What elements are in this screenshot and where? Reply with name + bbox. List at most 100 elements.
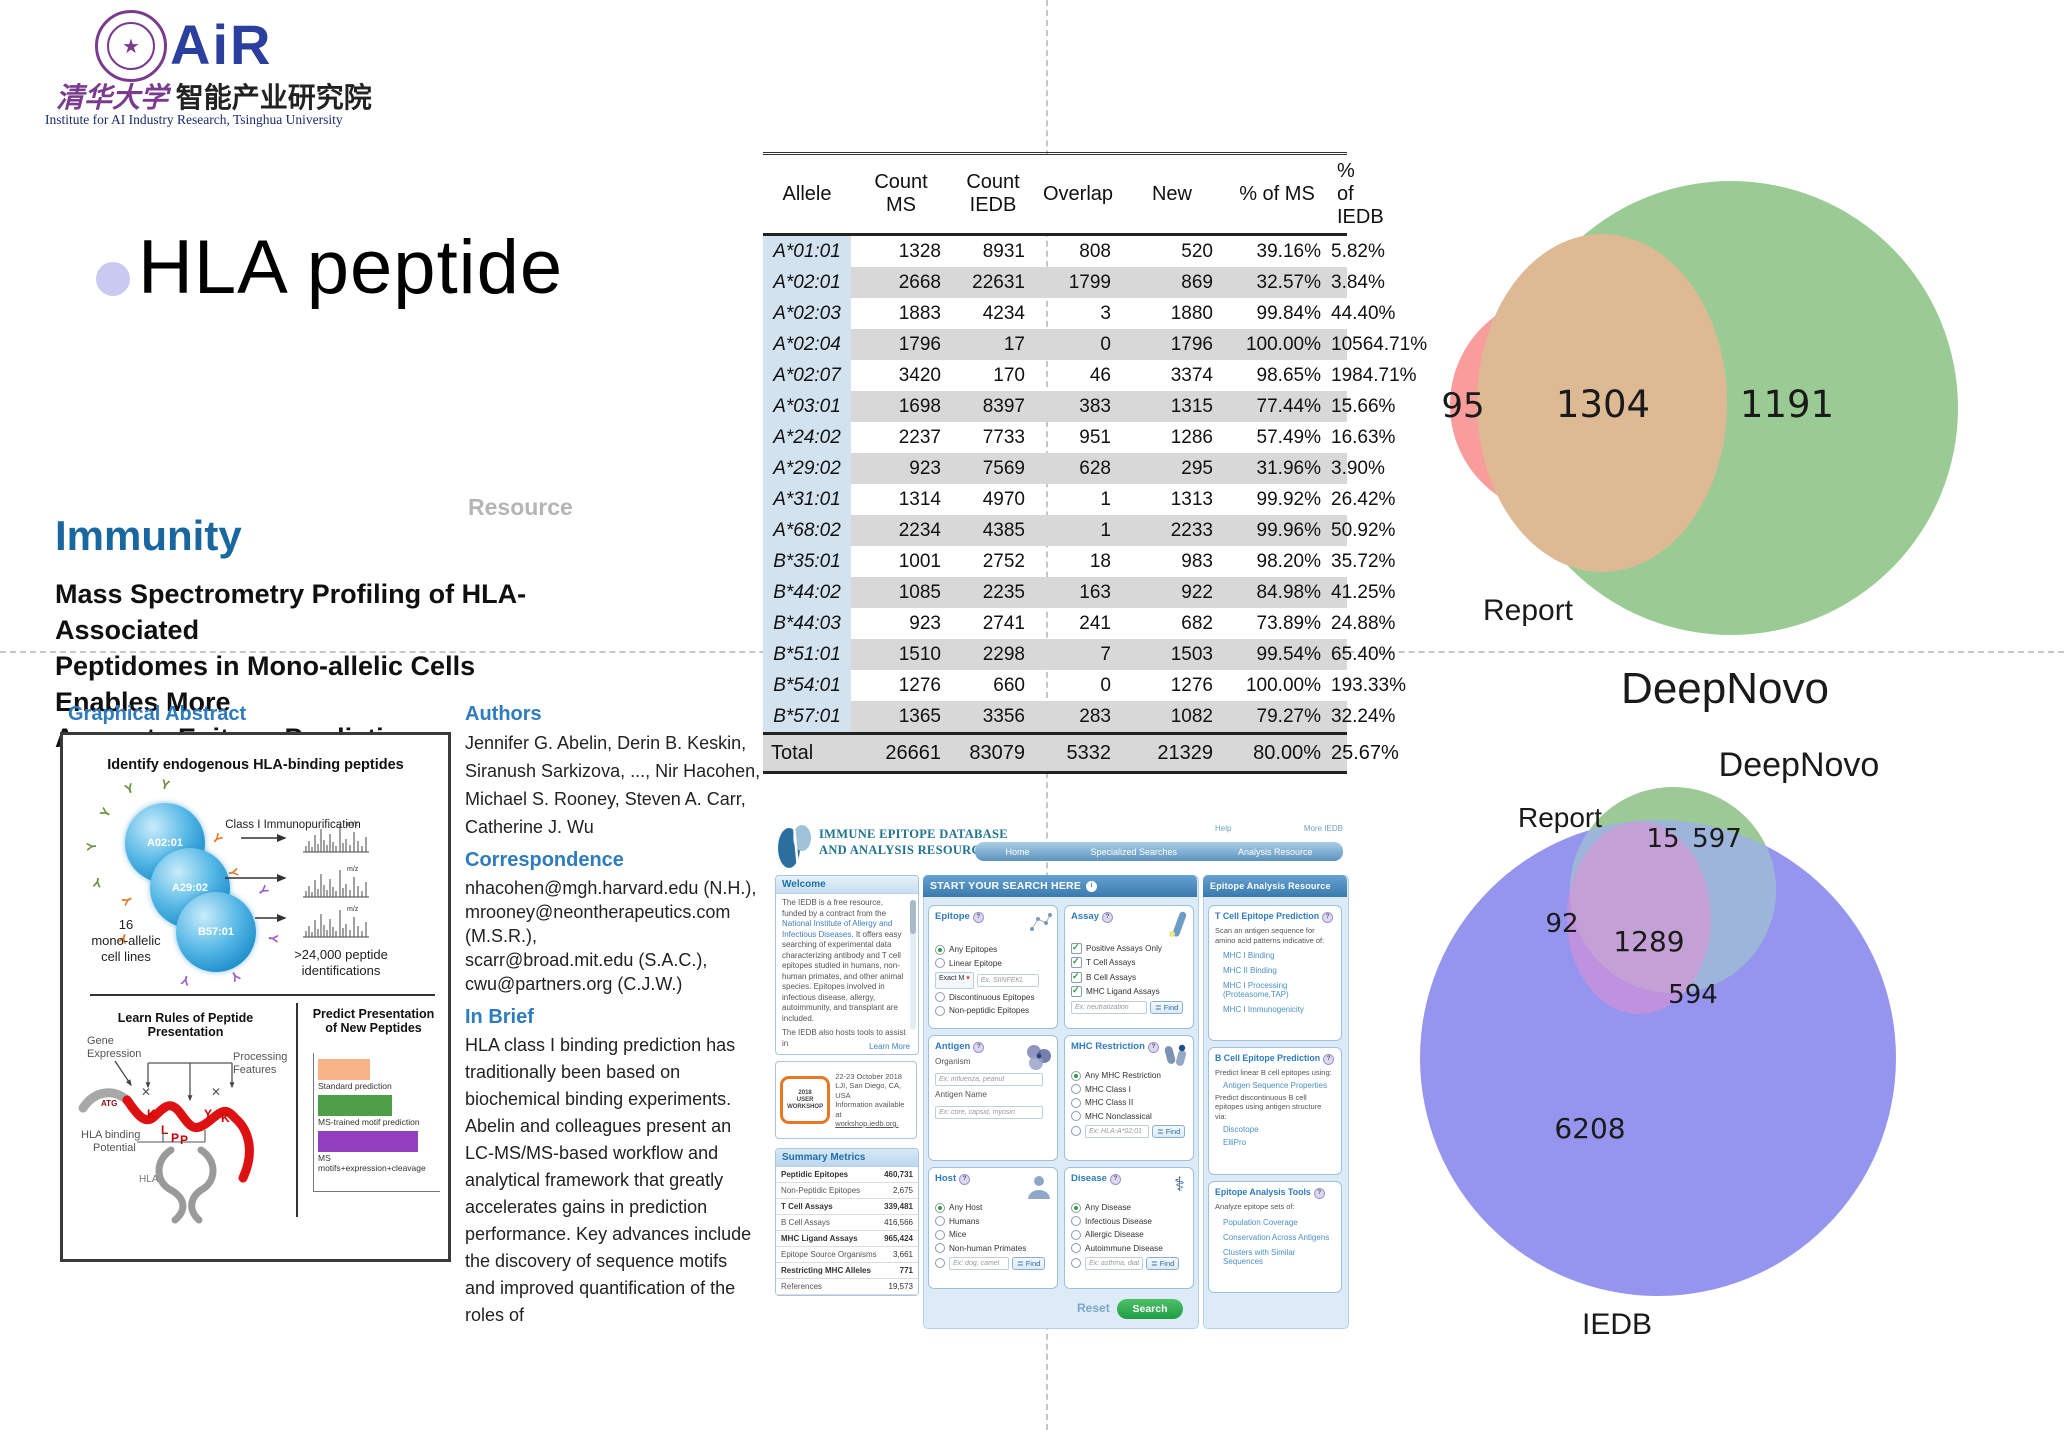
search-button[interactable]: Search: [1117, 1299, 1183, 1319]
radio-icon[interactable]: [935, 1229, 945, 1240]
radio-option[interactable]: MHC Nonclassical: [1071, 1111, 1187, 1121]
radio-option[interactable]: Non-human Primates: [935, 1243, 1051, 1253]
analysis-link[interactable]: Population Coverage: [1223, 1217, 1298, 1227]
tcell-prediction-panel: T Cell Epitope Prediction? Scan an antig…: [1208, 905, 1342, 1041]
info-icon[interactable]: ?: [1322, 912, 1334, 923]
learn-more-link[interactable]: Learn More: [869, 1042, 910, 1051]
analysis-link[interactable]: MHC I Immunogenicity: [1223, 1005, 1304, 1014]
info-icon[interactable]: ?: [1323, 1054, 1335, 1065]
radio-icon[interactable]: [935, 992, 945, 1002]
radio-icon[interactable]: [935, 1216, 945, 1226]
analysis-link[interactable]: Clusters with Similar Sequences: [1223, 1247, 1296, 1266]
radio-icon[interactable]: [935, 1243, 945, 1253]
radio-option[interactable]: Non-peptidic Epitopes: [935, 1005, 1051, 1016]
checkbox-option[interactable]: Positive Assays Only: [1071, 942, 1187, 954]
checkbox-option[interactable]: MHC Ligand Assays: [1071, 985, 1187, 997]
nav-tab[interactable]: Home: [1005, 846, 1030, 857]
iedb-label: IEDB: [1582, 1308, 1652, 1341]
metric-label: Non-Peptidic Epitopes: [781, 1186, 861, 1195]
antigen-name-input[interactable]: [935, 1106, 1043, 1119]
checkbox-icon[interactable]: [1071, 985, 1082, 997]
assay-input[interactable]: [1071, 1000, 1147, 1014]
scrollbar-thumb[interactable]: [910, 900, 916, 934]
radio-icon[interactable]: [935, 1005, 945, 1016]
antibody-icon: Y: [122, 779, 136, 798]
radio-option[interactable]: Any Host: [935, 1202, 1051, 1213]
nav-tab[interactable]: Analysis Resource: [1237, 846, 1313, 857]
reset-button[interactable]: Reset: [1077, 1301, 1110, 1315]
radio-icon[interactable]: [1071, 1084, 1081, 1094]
radio-option[interactable]: MHC Class I: [1071, 1084, 1187, 1094]
table-row: B*44:02 1085 2235 163 922 84.98% 41.25%: [763, 577, 1396, 608]
info-icon[interactable]: ?: [1109, 1174, 1121, 1185]
radio-option[interactable]: Mice: [935, 1229, 1051, 1240]
radio-icon[interactable]: [1071, 1070, 1081, 1081]
checkbox-option[interactable]: T Cell Assays: [1071, 956, 1187, 968]
mhc-allele-input[interactable]: [1085, 1124, 1149, 1138]
radio-icon[interactable]: [1071, 1097, 1081, 1108]
workshop-link[interactable]: workshop.iedb.org.: [835, 1119, 899, 1128]
checkbox-icon[interactable]: [1071, 942, 1082, 954]
radio-option[interactable]: MHC Class II: [1071, 1097, 1187, 1108]
assay-find-button[interactable]: ≣ Find: [1150, 1000, 1184, 1014]
info-icon[interactable]: i: [1086, 880, 1098, 892]
radio-icon[interactable]: [1071, 1243, 1081, 1253]
radio-option[interactable]: Infectious Disease: [1071, 1216, 1187, 1226]
allele-cell: B*35:01: [763, 546, 851, 577]
radio-icon[interactable]: [935, 958, 945, 968]
epitope-sequence-input[interactable]: [976, 973, 1039, 987]
checkbox-icon[interactable]: [1071, 971, 1082, 983]
top-link[interactable]: More IEDB: [1303, 824, 1343, 833]
radio-icon[interactable]: [935, 1202, 945, 1213]
analysis-link[interactable]: Discotope: [1223, 1125, 1259, 1134]
radio-icon[interactable]: [935, 944, 945, 955]
info-icon[interactable]: ?: [973, 1042, 985, 1053]
radio-icon[interactable]: [1071, 1229, 1081, 1240]
radio-icon[interactable]: [1071, 1111, 1081, 1121]
analysis-link[interactable]: ElliPro: [1223, 1138, 1247, 1147]
radio-option[interactable]: Autoimmune Disease: [1071, 1243, 1187, 1253]
radio-icon[interactable]: [1071, 1216, 1081, 1226]
count-ms-cell: 2234: [898, 519, 941, 541]
checkbox-icon[interactable]: [1071, 956, 1082, 968]
analysis-link[interactable]: MHC I Binding: [1223, 951, 1275, 960]
radio-icon[interactable]: [1071, 1126, 1081, 1136]
disease-find-button[interactable]: ≣ Find: [1146, 1256, 1180, 1270]
host-find-button[interactable]: ≣ Find: [1012, 1256, 1046, 1270]
checkbox-option[interactable]: B Cell Assays: [1071, 971, 1187, 983]
scrollbar[interactable]: [910, 900, 916, 1030]
mhc-find-button[interactable]: ≣ Find: [1152, 1124, 1186, 1138]
radio-option[interactable]: Linear Epitope: [935, 958, 1051, 968]
disease-input[interactable]: [1085, 1256, 1143, 1270]
organism-input[interactable]: [935, 1073, 1043, 1086]
info-icon[interactable]: ?: [959, 1174, 971, 1185]
metric-value: 460,731: [884, 1170, 913, 1179]
analysis-link[interactable]: MHC I Processing (Proteasome,TAP): [1223, 981, 1289, 999]
radio-option[interactable]: Any MHC Restriction: [1071, 1070, 1187, 1081]
analysis-link[interactable]: Antigen Sequence Properties: [1223, 1080, 1328, 1090]
radio-icon[interactable]: [1071, 1258, 1081, 1268]
nav-tab[interactable]: Specialized Searches: [1090, 846, 1177, 857]
info-icon[interactable]: ?: [1147, 1042, 1159, 1053]
radio-icon[interactable]: [1071, 1202, 1081, 1213]
cell-label: B57:01: [197, 926, 235, 938]
column-header: % of IEDB: [1331, 153, 1384, 235]
radio-option[interactable]: Humans: [935, 1216, 1051, 1226]
radio-icon[interactable]: [935, 1258, 945, 1268]
top-link[interactable]: Help: [1215, 824, 1232, 833]
radio-option[interactable]: Allergic Disease: [1071, 1229, 1187, 1240]
niaid-link[interactable]: National Institute of Allergy and Infect…: [782, 919, 893, 939]
analysis-link[interactable]: Conservation Across Antigens: [1223, 1232, 1330, 1242]
match-type-select[interactable]: Exact M: [935, 971, 974, 989]
site-title-line: IMMUNE EPITOPE DATABASE: [819, 827, 1008, 841]
info-icon[interactable]: ?: [1313, 1188, 1325, 1199]
host-input[interactable]: [949, 1256, 1009, 1270]
radio-option[interactable]: Discontinuous Epitopes: [935, 992, 1051, 1002]
radio-option[interactable]: Any Disease: [1071, 1202, 1187, 1213]
info-icon[interactable]: ?: [972, 912, 984, 923]
info-icon[interactable]: ?: [1102, 912, 1113, 923]
antigen-title: Antigen: [935, 1041, 971, 1052]
analysis-link[interactable]: MHC II Binding: [1223, 966, 1277, 975]
radio-option[interactable]: Any Epitopes: [935, 944, 1051, 955]
pct-iedb-cell: 41.25%: [1331, 581, 1396, 603]
